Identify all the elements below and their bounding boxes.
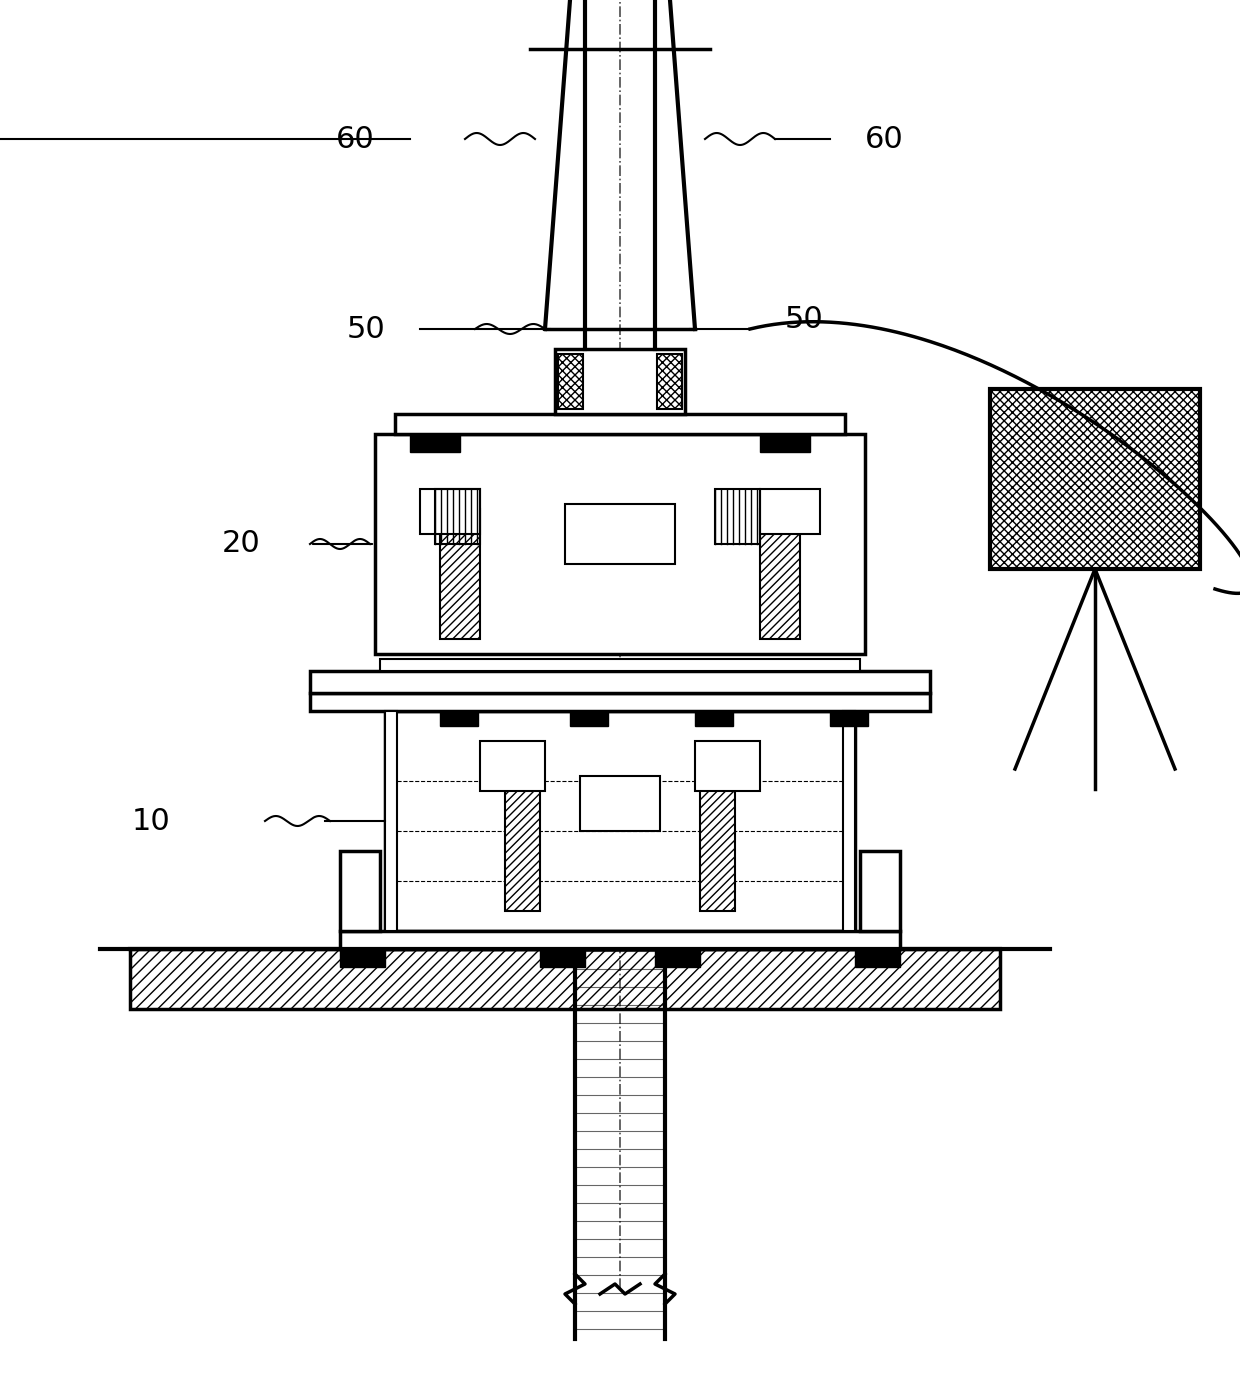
Bar [379, 658, 861, 671]
Bar [558, 354, 583, 408]
Text: 10: 10 [131, 807, 170, 836]
Bar [861, 851, 900, 931]
Bar [715, 489, 760, 544]
Text: 60: 60 [866, 125, 904, 154]
Bar [310, 671, 930, 693]
Bar [556, 349, 684, 414]
Bar [340, 851, 379, 931]
Bar [760, 489, 820, 533]
Bar [701, 781, 735, 911]
Bar [657, 354, 682, 408]
Bar [420, 489, 480, 533]
Bar [830, 711, 868, 726]
Bar [760, 433, 810, 451]
Bar [760, 508, 800, 639]
Bar [580, 776, 660, 831]
Bar [694, 711, 733, 726]
Bar [410, 433, 460, 451]
Bar [440, 508, 480, 639]
Bar [655, 949, 701, 967]
Text: 60: 60 [336, 125, 374, 154]
Bar [310, 693, 930, 711]
Bar [340, 931, 900, 949]
Bar [565, 504, 675, 564]
Bar [570, 711, 608, 726]
Bar [435, 489, 480, 544]
Text: 20: 20 [221, 529, 260, 558]
Bar [505, 781, 539, 911]
Text: 50: 50 [785, 304, 823, 333]
Bar [539, 949, 585, 967]
Bar [384, 711, 856, 931]
Bar [856, 949, 900, 967]
Bar [843, 711, 856, 931]
Bar [130, 949, 999, 1008]
Bar [384, 711, 397, 931]
Bar [694, 740, 760, 790]
Bar [340, 949, 384, 967]
Bar [480, 740, 546, 790]
Bar [990, 389, 1200, 569]
Bar [374, 433, 866, 654]
Text: 50: 50 [346, 314, 384, 343]
Bar [440, 711, 477, 726]
Bar [396, 414, 844, 433]
